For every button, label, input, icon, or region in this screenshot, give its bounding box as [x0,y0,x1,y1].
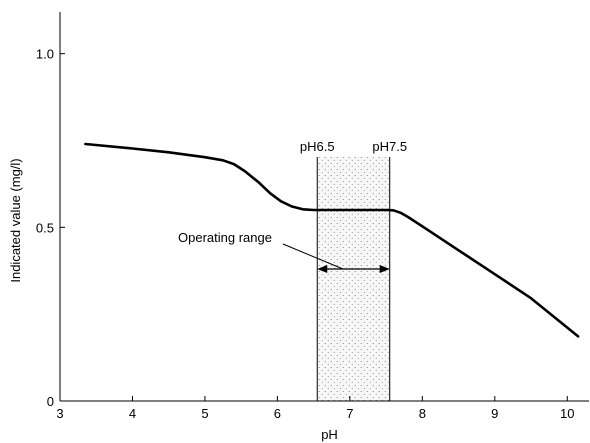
y-tick-label: 1.0 [36,47,54,62]
y-axis-title: Indicated value (mg/l) [8,158,23,282]
x-tick-label: 7 [346,406,353,421]
x-tick-label: 5 [201,406,208,421]
operating-range-stipple [317,157,389,401]
ticks: 3 4 5 6 7 8 9 10 0 0.5 1.0 [36,47,575,421]
x-tick-label: 8 [419,406,426,421]
operating-range-left-label: pH6.5 [300,139,335,154]
y-tick-label: 0.5 [36,220,54,235]
operating-range-annotation: Operating range [178,230,272,245]
y-tick-label: 0 [47,394,54,409]
x-tick-label: 4 [129,406,136,421]
operating-range-layer: pH6.5 pH7.5 [300,139,407,401]
x-tick-label: 9 [491,406,498,421]
x-tick-label: 6 [274,406,281,421]
x-tick-label: 10 [560,406,574,421]
x-axis-title: pH [321,427,338,442]
operating-range-right-label: pH7.5 [372,139,407,154]
x-tick-label: 3 [56,406,63,421]
